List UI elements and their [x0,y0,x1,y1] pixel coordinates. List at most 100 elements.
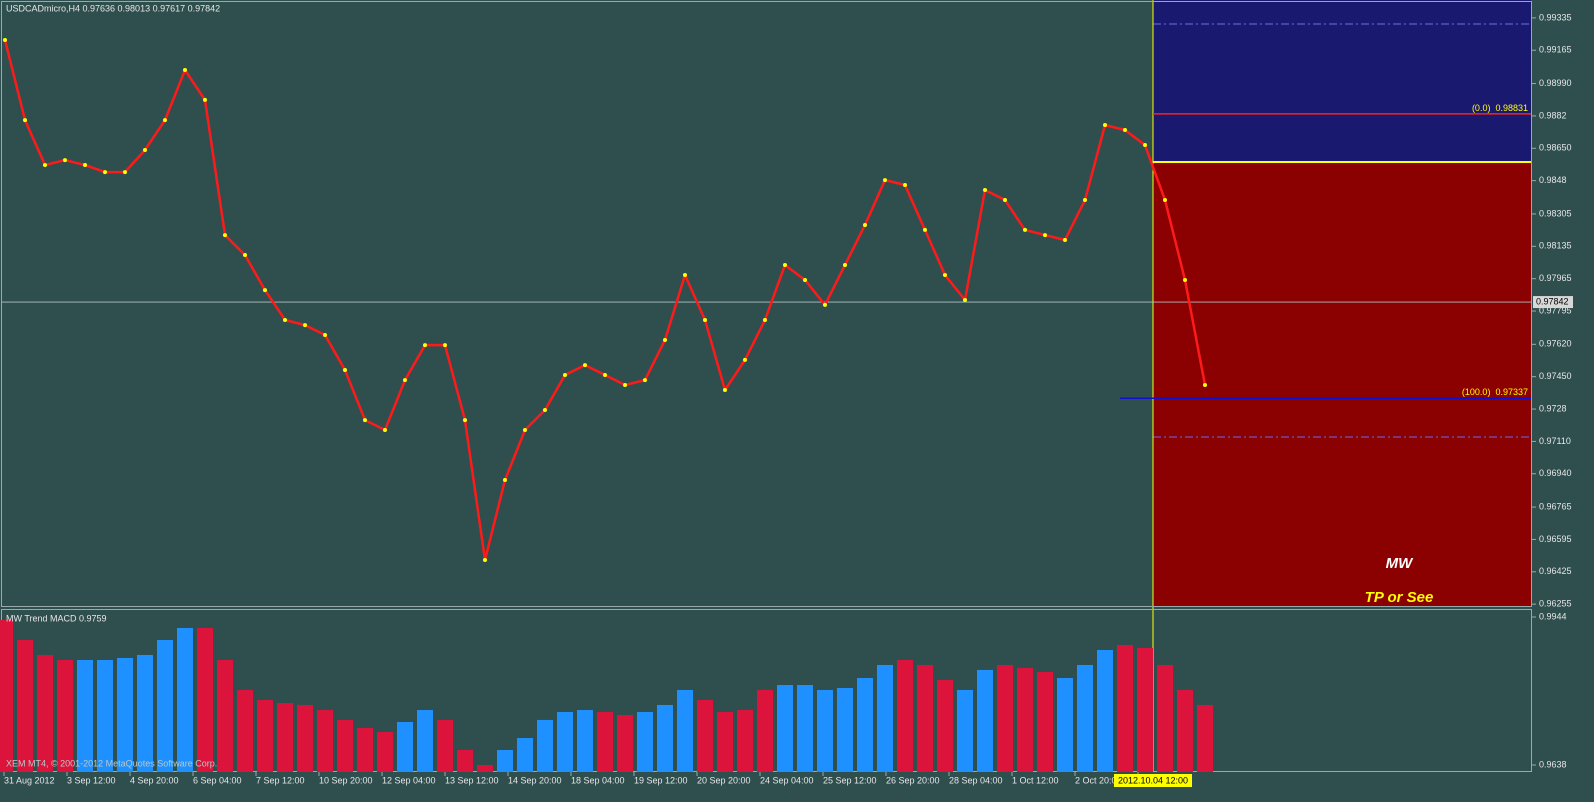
x-tick-label: 12 Sep 04:00 [382,775,436,785]
macd-bar [797,685,813,772]
macd-bar [977,669,993,772]
price-point [183,68,187,73]
macd-bar [317,710,333,772]
price-point [623,383,627,388]
fibo-zone-lower [1153,162,1531,607]
macd-bar [457,749,473,772]
macd-bar [1137,647,1153,772]
macd-bar [877,664,893,772]
macd-bar [517,738,533,772]
price-point [823,302,827,307]
fib-level-label: (0.0) 0.98831 [1472,103,1528,113]
annotation: MW [1386,555,1414,572]
y-tick-label: 0.9728 [1539,403,1567,413]
price-point [563,372,567,377]
macd-bar [77,660,93,772]
price-point [743,357,747,362]
macd-bar [1177,689,1193,772]
y-tick-label: 0.98305 [1539,208,1572,218]
price-point [1063,238,1067,243]
price-point [663,337,667,342]
macd-bar [437,719,453,772]
price-point [243,253,247,258]
macd-bar [297,704,313,772]
macd-bar [1037,671,1053,772]
price-point [583,363,587,368]
macd-bar [337,719,353,772]
price-point [383,427,387,432]
macd-bar [0,619,13,772]
macd-bar [837,688,853,772]
macd-bar [857,677,873,772]
price-point [1123,128,1127,133]
x-tick-label: 28 Sep 04:00 [949,775,1003,785]
y-tick-label: 0.96765 [1539,501,1572,511]
x-tick-label: 6 Sep 04:00 [193,775,242,785]
price-point [843,262,847,267]
macd-bar [57,660,73,772]
y-tick-label: 0.97450 [1539,371,1572,381]
x-tick-label: 3 Sep 12:00 [67,775,116,785]
current-price-box [1533,296,1573,309]
annotation: TP or See [1365,589,1434,606]
price-point [643,378,647,383]
price-point [1023,227,1027,232]
macd-bar [637,711,653,772]
price-point [443,343,447,348]
x-tick-label: 18 Sep 04:00 [571,775,625,785]
macd-bar [617,714,633,772]
y-tick-label: 0.96595 [1539,534,1572,544]
macd-bar [1117,644,1133,772]
price-point [783,262,787,267]
main-panel [1,1,1532,607]
price-point [263,288,267,293]
price-point [983,187,987,192]
price-point [223,233,227,238]
macd-bar [1057,677,1073,772]
macd-bar [377,732,393,772]
macd-bar [117,657,133,772]
price-point [143,147,147,152]
price-point [603,372,607,377]
macd-bar [757,689,773,772]
x-tick-label: 10 Sep 20:00 [319,775,373,785]
y-tick-label: 0.97620 [1539,339,1572,349]
price-point [1003,198,1007,203]
copyright: XEM MT4, © 2001-2012 MetaQuotes Software… [6,758,217,768]
price-point [1083,198,1087,203]
y-tick-label: 0.96940 [1539,468,1572,478]
macd-bar [897,660,913,772]
x-tick-label: 25 Sep 12:00 [823,775,877,785]
y-tick-label: 0.97110 [1539,436,1571,446]
price-point [703,317,707,322]
price-point [483,557,487,562]
y-tick-label: 0.9848 [1539,175,1567,185]
macd-bar [1017,667,1033,772]
macd-bar [17,639,33,772]
macd-bar [477,764,493,772]
price-point [763,317,767,322]
x-tick-label: 4 Sep 20:00 [130,775,179,785]
y-tick-label: 0.98135 [1539,241,1572,251]
price-point [123,170,127,175]
macd-bar [957,689,973,772]
price-point [503,478,507,483]
price-point [883,178,887,183]
macd-bar [557,711,573,772]
price-point [1143,143,1147,148]
price-point [463,418,467,423]
price-point [723,388,727,393]
macd-bar [197,627,213,772]
x-tick-label: 19 Sep 12:00 [634,775,688,785]
macd-bar [817,689,833,772]
macd-bar [577,710,593,772]
macd-bar [717,711,733,772]
y-tick-label: 0.96255 [1539,599,1572,609]
fib-level-name: (0.0) [1472,103,1491,113]
y-tick-label: 0.99165 [1539,45,1572,55]
y-tick-label: 0.9882 [1539,110,1567,120]
macd-bar [1077,664,1093,772]
y-tick-label: 0.9944 [1539,611,1567,621]
macd-bar [37,654,53,772]
